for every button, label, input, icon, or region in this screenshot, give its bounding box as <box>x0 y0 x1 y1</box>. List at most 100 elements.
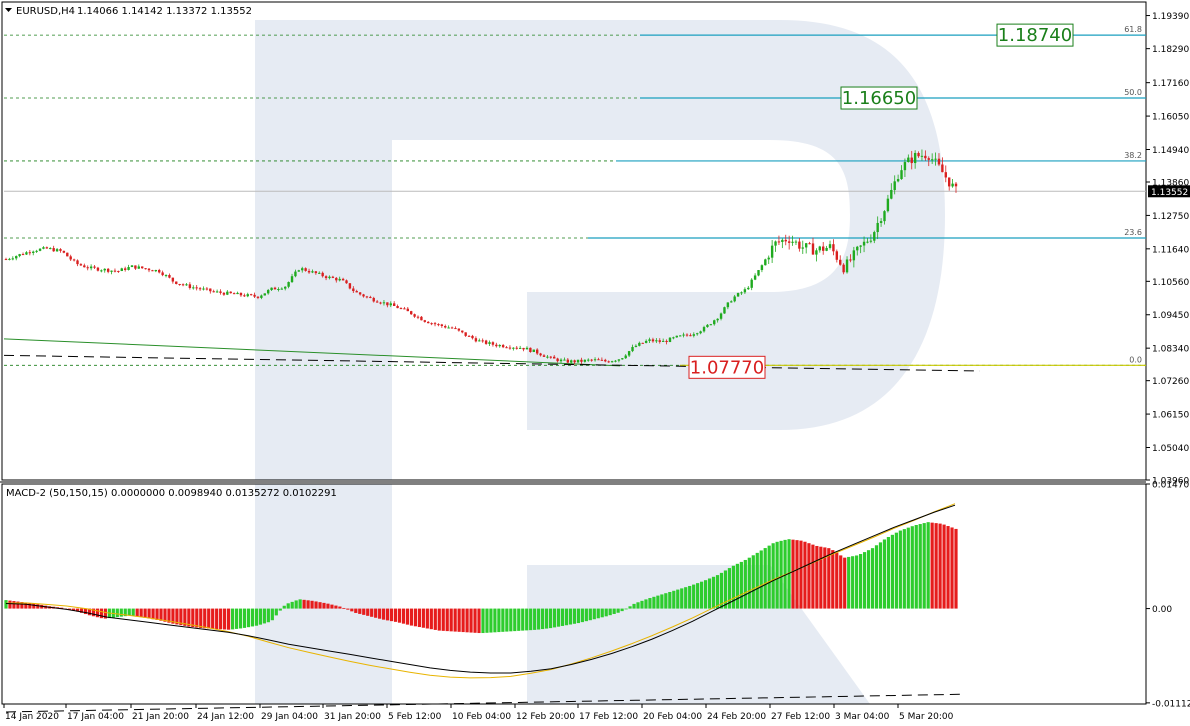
macd-bar <box>79 608 84 613</box>
candle-body <box>559 359 563 362</box>
candle-body <box>416 316 420 318</box>
candle-body <box>212 291 215 293</box>
time-tick-label: 27 Feb 12:00 <box>771 712 830 722</box>
macd-bar <box>576 608 580 624</box>
macd-bar <box>791 539 795 609</box>
macd-bar <box>910 526 914 609</box>
candle-body <box>522 347 525 350</box>
macd-bar <box>179 608 183 626</box>
macd-bar <box>525 608 529 631</box>
candle-body <box>11 258 15 260</box>
macd-bar <box>862 552 867 609</box>
macd-bar <box>211 608 215 629</box>
fib-level-label: 50.0 <box>1124 88 1142 97</box>
macd-bar <box>652 596 656 609</box>
menu-triangle-icon[interactable] <box>5 8 12 12</box>
price-tick-label: 1.08340 <box>1152 345 1189 355</box>
macd-bar <box>139 608 143 618</box>
time-tick-label: 31 Jan 20:00 <box>324 712 381 722</box>
candle-body <box>808 243 811 245</box>
macd-bar <box>60 607 64 609</box>
macd-bar <box>326 603 330 609</box>
candle-body <box>260 295 263 298</box>
candle-body <box>96 267 100 271</box>
candle-body <box>266 290 270 294</box>
macd-bar <box>99 608 103 619</box>
candle-body <box>753 275 757 280</box>
macd-bar <box>560 608 565 626</box>
macd-bar <box>934 523 938 609</box>
macd-bar <box>219 608 223 630</box>
macd-bar <box>866 550 871 609</box>
candle-body <box>365 296 369 298</box>
macd-bar <box>171 608 175 624</box>
price-tick-label: 1.05040 <box>1152 444 1189 454</box>
time-tick-label: 5 Mar 20:00 <box>899 712 954 722</box>
macd-bar <box>672 590 676 609</box>
price-level-box-label: 1.18740 <box>998 25 1072 46</box>
candle-body <box>525 347 529 350</box>
macd-bar <box>234 608 239 629</box>
time-tick-label: 21 Jan 20:00 <box>132 712 189 722</box>
candle-body <box>617 359 621 361</box>
candle-body <box>222 292 226 295</box>
current-price-tag <box>1148 185 1190 198</box>
candle-body <box>185 284 188 286</box>
candle-body <box>828 244 832 248</box>
candle-body <box>100 270 103 272</box>
candle-body <box>842 264 845 273</box>
macd-bar <box>803 541 807 609</box>
macd-bar <box>12 601 16 609</box>
macd-bar <box>878 542 883 609</box>
macd-bar <box>942 524 946 609</box>
candle-body <box>175 281 178 284</box>
price-tick-label: 1.10560 <box>1152 278 1189 288</box>
price-tick-label: 1.07260 <box>1152 377 1189 387</box>
candle-body <box>566 359 570 363</box>
macd-bar <box>302 599 306 609</box>
candle-body <box>947 177 951 187</box>
candle-body <box>147 268 151 271</box>
macd-bar <box>612 608 616 614</box>
macd-bar <box>115 608 119 618</box>
candle-body <box>696 333 699 335</box>
candle-body <box>375 301 379 303</box>
macd-bar <box>310 600 314 609</box>
candle-body <box>542 355 546 357</box>
macd-bar <box>151 608 155 620</box>
macd-bar <box>195 608 199 628</box>
macd-bar <box>282 605 286 609</box>
candle-body <box>49 248 52 250</box>
macd-bar <box>755 552 759 609</box>
macd-bar <box>437 608 441 631</box>
candle-body <box>610 361 614 363</box>
candle-body <box>409 311 413 315</box>
time-tick-label: 24 Jan 12:00 <box>197 712 254 722</box>
macd-bar <box>20 602 24 609</box>
macd-bar <box>294 600 298 609</box>
time-tick-label: 14 Jan 2020 <box>5 712 59 722</box>
candle-body <box>474 338 478 342</box>
candle-body <box>508 347 512 349</box>
macd-bar <box>696 583 700 609</box>
macd-bar <box>628 606 632 609</box>
candle-body <box>587 359 590 361</box>
candle-body <box>675 335 678 338</box>
macd-bar <box>36 604 40 609</box>
candle-body <box>168 275 171 278</box>
price-tick-label: 1.17160 <box>1152 79 1189 89</box>
candle-body <box>491 342 495 345</box>
time-tick-label: 24 Feb 20:00 <box>707 712 766 722</box>
macd-bar <box>401 608 406 624</box>
candle-body <box>137 266 140 269</box>
macd-bar <box>135 608 139 617</box>
macd-bar <box>799 540 803 609</box>
macd-bar <box>226 608 231 630</box>
macd-bar <box>719 572 724 609</box>
candle-body <box>120 268 123 272</box>
candle-body <box>83 265 86 268</box>
macd-tick-label: 0.00 <box>1152 605 1172 615</box>
macd-bar <box>417 608 421 628</box>
macd-bar <box>306 600 310 609</box>
candle-body <box>944 172 947 178</box>
